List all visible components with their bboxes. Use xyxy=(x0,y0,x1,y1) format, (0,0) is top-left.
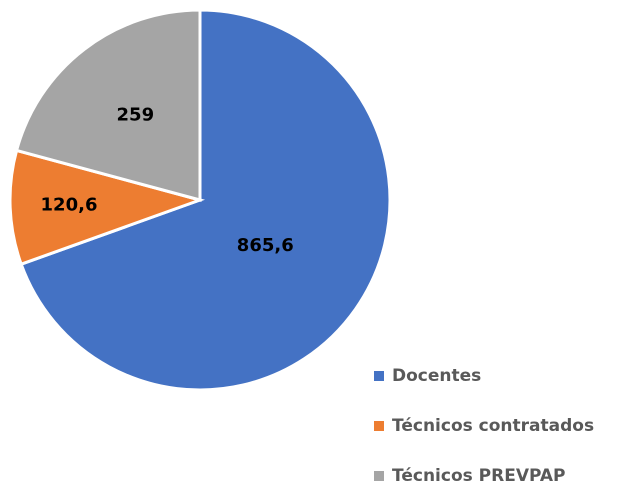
pie-slice xyxy=(8,148,206,267)
legend-label: Técnicos contratados xyxy=(392,416,594,436)
data-label: 865,6 xyxy=(237,235,294,256)
pie-slice xyxy=(14,8,202,202)
pie-slice xyxy=(19,8,392,392)
legend-swatch xyxy=(374,371,384,381)
legend-swatch xyxy=(374,471,384,481)
legend-label: Técnicos PREVPAP xyxy=(392,466,566,485)
legend-swatch xyxy=(374,421,384,431)
data-label: 259 xyxy=(117,105,155,126)
legend-label: Docentes xyxy=(392,366,481,386)
data-label: 120,6 xyxy=(41,194,98,215)
